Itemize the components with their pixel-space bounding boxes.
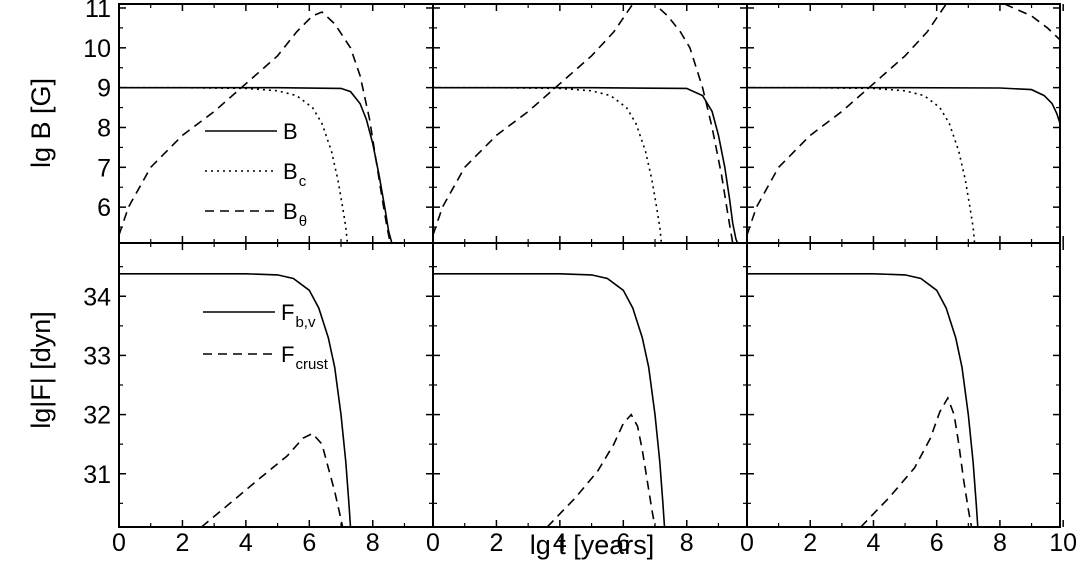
x-tick-label: 0	[426, 529, 440, 557]
series-line-B-top-right	[747, 86, 1060, 124]
x-tick-label: 2	[175, 529, 189, 557]
legend-label-Bc: Bc	[283, 159, 307, 190]
panel-frame-top-right	[746, 3, 1061, 244]
y-tick-label: 32	[83, 402, 111, 430]
x-tick-label: 6	[930, 529, 944, 557]
y-tick-label: 34	[83, 283, 111, 311]
y-tick-label: 11	[85, 0, 111, 23]
y-tick-label: 9	[97, 75, 111, 103]
legend-label-B: B	[283, 119, 298, 144]
panel-bottom-right: 0 2 4 6 8 10	[740, 242, 1077, 557]
panel-bottom-middle: 0 2 4 6 8	[426, 242, 748, 557]
panel-top-left: 6 7 8 9 10 11	[83, 0, 434, 244]
series-line-Btheta-top-middle	[433, 4, 734, 243]
y-tick-label: 10	[83, 35, 111, 63]
legends: B Bc Bθ Fb,v Fcrust	[203, 119, 329, 373]
series-line-Bc-top-left	[119, 86, 349, 243]
legend-label-Btheta: Bθ	[283, 199, 307, 230]
x-tick-label: 2	[803, 529, 817, 557]
x-tick-label: 0	[740, 529, 754, 557]
series-line-Fbv-bottom-right	[747, 273, 979, 527]
panel-top-right	[746, 3, 1064, 244]
y-tick-label: 7	[97, 154, 111, 182]
series-line-B-top-left	[119, 86, 393, 243]
legend-label-Fbv: Fb,v	[281, 300, 316, 331]
x-tick-label: 6	[302, 529, 316, 557]
series-line-Btheta-top-left	[119, 11, 391, 243]
panels: 6 7 8 9 10 11 0 2 4 6 8 31 32 33 34 0 2 4 6 8 0 2 4 6 8 10	[83, 0, 1077, 557]
panel-frame-top-left	[118, 3, 434, 244]
x-tick-label: 6	[616, 529, 630, 557]
panel-frame-bottom-left	[118, 242, 434, 528]
panel-frame-bottom-middle	[432, 242, 748, 528]
x-tick-label: 4	[553, 529, 567, 557]
series-line-Fcrust-bottom-middle	[546, 413, 656, 527]
series-line-Fcrust-bottom-left	[200, 432, 344, 527]
x-tick-label: 0	[112, 529, 126, 557]
x-tick-label: 4	[239, 529, 253, 557]
series-line-Fbv-bottom-middle	[433, 273, 666, 527]
legend-label-Fcrust: Fcrust	[281, 342, 329, 373]
panel-frame-bottom-right	[746, 242, 1061, 528]
panel-bottom-left: 0 2 4 6 8 31 32 33 34	[83, 242, 434, 557]
x-tick-label: 8	[680, 529, 694, 557]
series-line-Btheta-top-right	[747, 4, 1060, 236]
bottom-y-axis-title: lg|F| [dyn]	[26, 311, 56, 429]
panel-frame-top-middle	[432, 3, 748, 244]
series-line-Bc-top-middle	[433, 86, 663, 243]
series-line-Fcrust-bottom-right	[860, 396, 973, 527]
x-tick-label: 8	[366, 529, 380, 557]
series-line-Bc-top-right	[747, 86, 976, 243]
x-tick-label: 10	[1049, 529, 1077, 557]
panel-top-middle	[432, 3, 748, 244]
x-tick-label: 2	[489, 529, 503, 557]
y-tick-label: 8	[97, 114, 111, 142]
series-line-Fbv-bottom-left	[119, 273, 352, 527]
top-y-axis-title: lg B [G]	[26, 78, 56, 168]
y-tick-label: 6	[97, 194, 111, 222]
x-axis-title: lg t [years]	[530, 530, 655, 560]
y-tick-label: 31	[83, 461, 111, 489]
y-tick-label: 33	[83, 342, 111, 370]
x-tick-label: 8	[993, 529, 1007, 557]
x-tick-label: 4	[867, 529, 881, 557]
series-line-B-top-middle	[433, 86, 739, 243]
